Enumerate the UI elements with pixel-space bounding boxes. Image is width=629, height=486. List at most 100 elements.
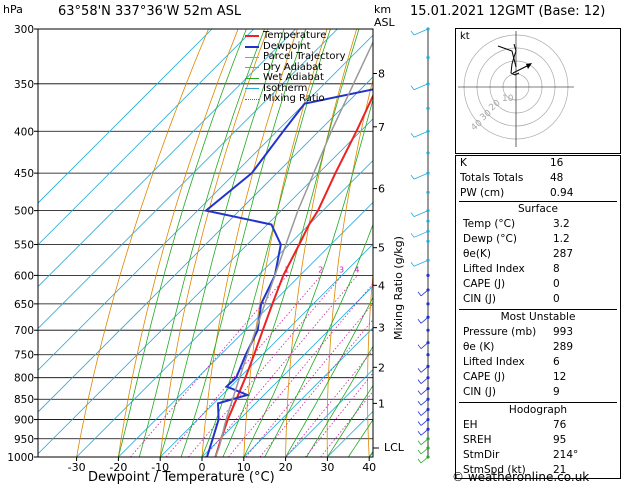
mixing-ratio-line bbox=[285, 349, 373, 457]
isotherm-line bbox=[38, 29, 213, 204]
mixing-ratio-label: 4 bbox=[354, 265, 359, 274]
most-unstable-row: Lifted Index 6 bbox=[459, 355, 617, 370]
legend-item: Dewpoint bbox=[245, 41, 346, 53]
pressure-tick-label: 750 bbox=[14, 350, 34, 362]
most-unstable-label: CAPE (J) bbox=[463, 371, 506, 383]
wet-adiabat bbox=[264, 223, 373, 457]
wet-adiabat bbox=[306, 345, 373, 457]
pressure-tick-label: 500 bbox=[14, 206, 34, 218]
storm-motion-arrowhead bbox=[526, 63, 532, 69]
wind-barb-flag bbox=[417, 319, 422, 324]
wind-barb-flag bbox=[417, 411, 422, 416]
pressure-tick-label: 300 bbox=[14, 24, 34, 36]
surface-label: CIN (J) bbox=[463, 293, 496, 305]
surface-value: 3.2 bbox=[553, 218, 570, 230]
wind-barb-flag bbox=[417, 440, 422, 446]
index-row-totals: Totals Totals 48 bbox=[460, 172, 564, 184]
pressure-tick-label: 850 bbox=[14, 394, 34, 406]
wind-barb-flag bbox=[417, 449, 422, 455]
hodograph-row: SREH 95 bbox=[459, 433, 617, 448]
wind-level-dot bbox=[426, 353, 430, 357]
surface-label: Dewp (°C) bbox=[463, 233, 517, 245]
wind-barb bbox=[420, 438, 429, 446]
wind-barb bbox=[420, 289, 429, 297]
temperature-tick-label: -20 bbox=[109, 461, 127, 474]
temperature-tick-label: -30 bbox=[68, 461, 86, 474]
legend: Temperature Dewpoint Parcel Trajectory Dry … bbox=[245, 30, 346, 105]
wind-barb-flag bbox=[410, 174, 415, 180]
mixing-ratio-line bbox=[165, 275, 322, 457]
surface-label: Temp (°C) bbox=[463, 218, 516, 230]
pressure-tick-label: 700 bbox=[14, 325, 34, 337]
wind-level-dot bbox=[426, 55, 430, 60]
series-dewpoint bbox=[203, 88, 373, 457]
temperature-tick-label: 30 bbox=[320, 461, 334, 474]
isotherm-line bbox=[38, 29, 296, 288]
legend-item: Mixing Ratio bbox=[245, 93, 346, 105]
pressure-tick-label: 550 bbox=[14, 239, 34, 251]
wet-adiabat bbox=[285, 296, 373, 457]
most-unstable-row: CIN (J) 9 bbox=[459, 385, 617, 400]
plot-frame bbox=[37, 28, 374, 458]
copyright: © weatheronline.co.uk bbox=[452, 470, 590, 484]
most-unstable-label: θe (K) bbox=[463, 341, 495, 353]
wind-barb-flag bbox=[410, 262, 415, 267]
wind-barb bbox=[420, 388, 429, 395]
pressure-tick-label: 350 bbox=[14, 79, 34, 91]
hodograph-trace bbox=[510, 43, 520, 76]
surface-value: 0 bbox=[553, 293, 560, 305]
wind-barb-flag bbox=[417, 291, 422, 297]
sounding-datetime: 15.01.2021 12GMT (Base: 12) bbox=[410, 4, 606, 19]
wind-barb bbox=[413, 130, 429, 138]
mixing-ratio-line bbox=[204, 275, 358, 457]
isotherm-line bbox=[38, 76, 373, 413]
hodograph-label: StmDir bbox=[463, 449, 500, 461]
dry-adiabat bbox=[367, 269, 373, 457]
legend-item: Parcel Trajectory bbox=[245, 51, 346, 63]
mixing-ratio-label: 2 bbox=[318, 265, 323, 274]
most-unstable-value: 9 bbox=[553, 386, 560, 398]
most-unstable-value: 289 bbox=[553, 341, 574, 353]
dry-adiabat bbox=[76, 29, 209, 457]
isotherm-line bbox=[201, 285, 373, 457]
hodo-ring-20: 20 bbox=[488, 98, 503, 113]
wind-barb bbox=[413, 28, 429, 36]
wind-level-dot bbox=[426, 219, 430, 223]
index-row-k: K 16 bbox=[460, 157, 564, 169]
hpa-axis-title: hPa bbox=[3, 3, 23, 16]
surface-title: Surface bbox=[517, 203, 558, 215]
hodograph-value: 21 bbox=[553, 464, 567, 476]
isotherm-line bbox=[38, 29, 255, 246]
wind-barb-flag bbox=[410, 233, 415, 238]
legend-label: Temperature bbox=[263, 30, 327, 41]
wind-barb bbox=[420, 342, 429, 349]
temperature-tick-label: 20 bbox=[279, 461, 293, 474]
isotherm-line bbox=[285, 369, 373, 457]
wind-level-dot bbox=[426, 239, 430, 243]
dry-adiabat bbox=[243, 29, 328, 457]
wind-level-dot bbox=[426, 190, 430, 194]
legend-label: Dry Adiabat bbox=[263, 61, 323, 73]
wet-adiabat bbox=[159, 29, 285, 457]
legend-label: Mixing Ratio bbox=[263, 93, 325, 104]
most-unstable-label: Pressure (mb) bbox=[463, 326, 537, 338]
wind-barb bbox=[420, 447, 429, 455]
wind-barb-flag bbox=[417, 431, 422, 436]
wind-level-dot bbox=[426, 273, 430, 278]
hodograph-row: EH 76 bbox=[459, 418, 617, 433]
km-tick-label: 6 bbox=[378, 183, 385, 196]
series-parcel-trajectory bbox=[214, 40, 373, 457]
wind-barb-flag bbox=[417, 421, 422, 426]
pressure-tick-label: 800 bbox=[14, 373, 34, 385]
wind-level-dot bbox=[426, 208, 430, 213]
mixing-ratio-label: 3 bbox=[339, 265, 344, 274]
wind-level-dot bbox=[426, 328, 430, 332]
wind-barb bbox=[420, 398, 429, 406]
pressure-tick-label: 1000 bbox=[7, 452, 34, 464]
wet-adiabat bbox=[118, 29, 247, 457]
hodograph-panel: kt 10 20 30 40 bbox=[455, 28, 621, 154]
pressure-tick-label: 950 bbox=[14, 434, 34, 446]
isotherm-line bbox=[118, 201, 373, 457]
hodo-ring-10: 10 bbox=[502, 94, 514, 104]
